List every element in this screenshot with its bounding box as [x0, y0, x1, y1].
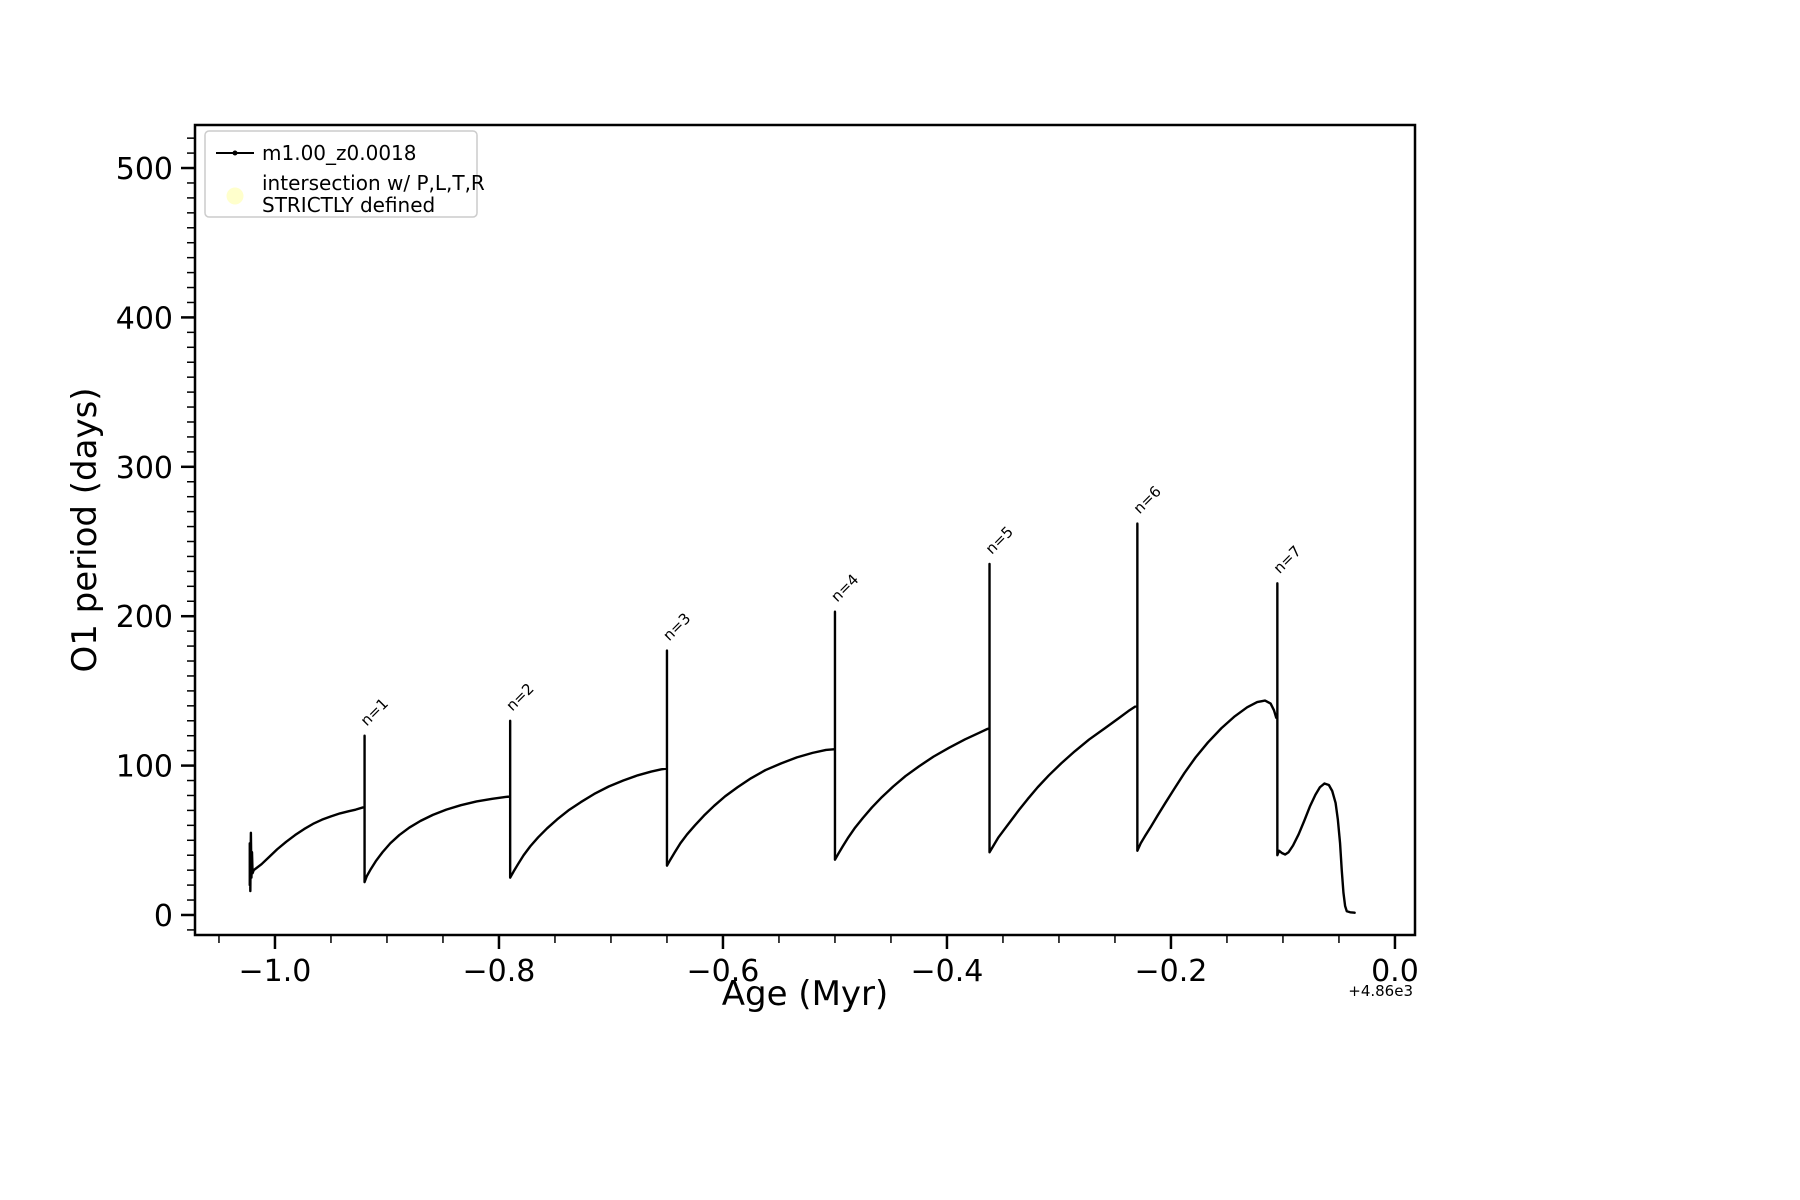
- legend-label: intersection w/ P,L,T,R: [262, 171, 485, 195]
- annotation-label: n=3: [659, 609, 694, 644]
- chart-generated-content: −1.0 −0.8 −0.6 −0.4 −0.2 0.0 0 100 200 300 400 500 n…: [116, 123, 1419, 989]
- x-axis: −1.0 −0.8 −0.6 −0.4 −0.2 0.0: [218, 935, 1419, 989]
- x-tick-label: −1.0: [239, 954, 312, 989]
- y-tick-label: 200: [116, 600, 173, 635]
- legend-label: STRICTLY defined: [262, 193, 435, 217]
- annotation-label: n=6: [1130, 482, 1165, 517]
- x-tick-label: −0.6: [687, 954, 760, 989]
- legend-label: m1.00_z0.0018: [262, 141, 417, 165]
- x-tick-label: −0.8: [463, 954, 536, 989]
- y-axis-label: O1 period (days): [65, 387, 105, 672]
- legend-dot-marker: [232, 150, 238, 156]
- legend-circle-marker: [226, 187, 244, 205]
- x-tick-label: 0.0: [1371, 954, 1419, 989]
- y-tick-label: 400: [116, 301, 173, 336]
- x-tick-label: −0.2: [1135, 954, 1208, 989]
- legend: m1.00_z0.0018 intersection w/ P,L,T,RSTRI…: [204, 130, 485, 218]
- annotation-label: n=7: [1270, 542, 1305, 577]
- annotation-label: n=5: [982, 523, 1017, 558]
- y-tick-label: 100: [116, 750, 173, 785]
- series-line-m1.00_z0.0018: [248, 522, 1356, 914]
- annotation-label: n=4: [827, 570, 862, 605]
- legend-box: [204, 130, 478, 218]
- x-tick-label: −0.4: [911, 954, 984, 989]
- y-tick-label: 500: [116, 152, 173, 187]
- x-axis-offset-text: +4.86e3: [1348, 982, 1413, 1000]
- y-axis: 0 100 200 300 400 500: [116, 137, 195, 934]
- annotation-label: n=1: [357, 694, 392, 729]
- annotations: n=1 n=2 n=3 n=4 n=5 n=6 n=7: [357, 482, 1305, 729]
- x-axis-label: Age (Myr): [722, 974, 889, 1014]
- y-tick-label: 0: [154, 899, 173, 934]
- axes-frame: [193, 123, 1417, 937]
- y-tick-label: 300: [116, 451, 173, 486]
- annotation-label: n=2: [503, 680, 538, 715]
